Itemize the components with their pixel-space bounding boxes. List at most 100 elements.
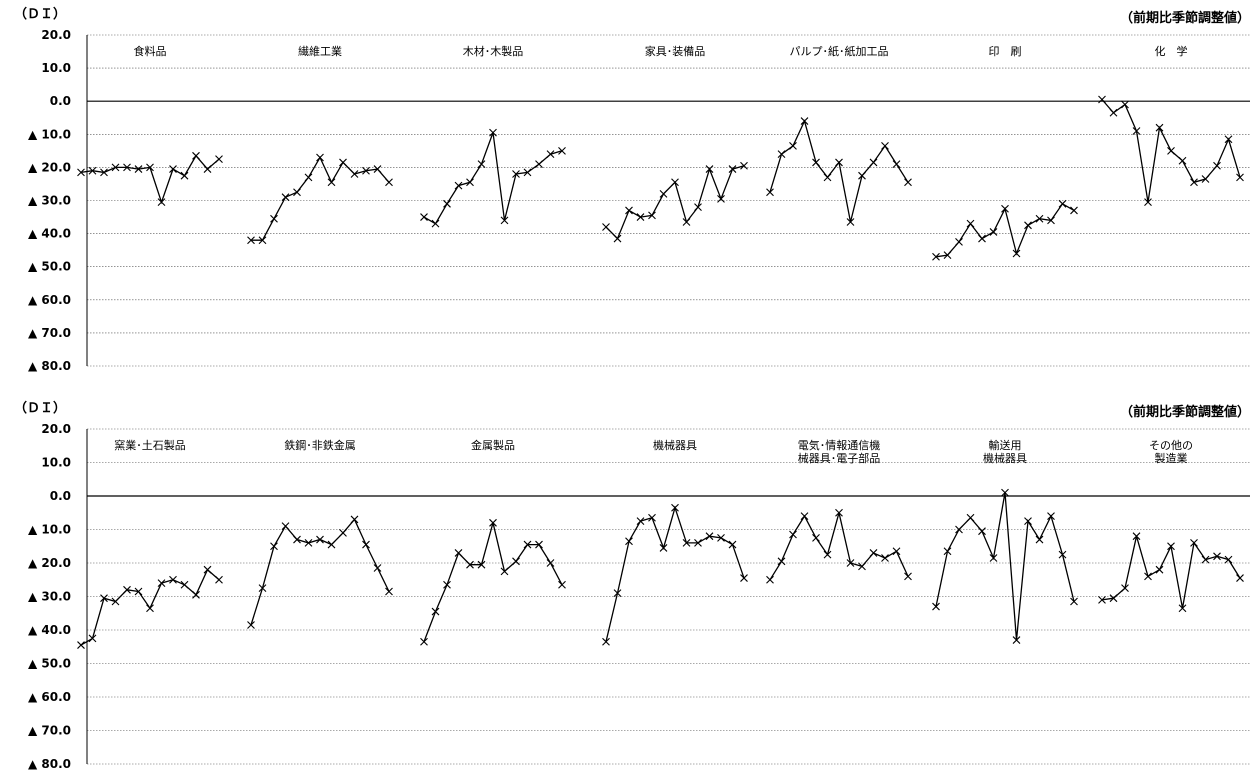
data-point-marker xyxy=(1190,178,1198,187)
data-point-marker xyxy=(823,550,832,559)
data-point-marker xyxy=(454,549,463,557)
y-tick-label: 0.0 xyxy=(50,94,71,108)
data-point-marker xyxy=(955,237,963,246)
data-point-marker xyxy=(134,587,143,596)
series-line xyxy=(80,568,220,646)
data-point-marker xyxy=(443,580,451,589)
data-point-marker xyxy=(648,211,656,220)
data-point-marker xyxy=(777,150,786,159)
data-point-marker xyxy=(362,540,370,549)
data-point-marker xyxy=(123,585,131,594)
series-group xyxy=(766,508,912,584)
data-point-marker xyxy=(1035,535,1044,544)
data-point-marker xyxy=(111,597,120,606)
data-point-marker xyxy=(535,160,543,168)
y-tick-label: ▲ 70.0 xyxy=(28,724,71,738)
series-label: 鉄鋼･非鉄金属 xyxy=(284,438,356,452)
data-point-marker xyxy=(800,117,809,125)
data-point-marker xyxy=(77,168,85,177)
data-point-marker xyxy=(123,163,131,172)
y-tick-label: ▲ 70.0 xyxy=(28,326,71,340)
lower-chart-note: （前期比季節調整値） xyxy=(1120,404,1250,420)
data-point-marker xyxy=(966,219,975,228)
data-point-marker xyxy=(100,168,108,177)
data-point-marker xyxy=(932,252,940,261)
data-point-marker xyxy=(636,517,645,526)
lower-chart-unit-label: （ＤＩ） xyxy=(14,400,66,416)
data-point-marker xyxy=(180,171,189,180)
upper-chart-note: （前期比季節調整値） xyxy=(1120,10,1250,26)
data-point-marker xyxy=(1201,555,1210,564)
data-point-marker xyxy=(350,170,359,178)
y-tick-label: 0.0 xyxy=(50,489,71,503)
data-point-marker xyxy=(304,539,313,547)
data-point-marker xyxy=(203,565,212,574)
y-tick-label: ▲ 20.0 xyxy=(28,160,71,174)
series-group xyxy=(932,199,1078,261)
data-point-marker xyxy=(978,527,986,536)
data-point-marker xyxy=(443,199,451,208)
data-point-marker xyxy=(500,216,509,225)
data-point-marker xyxy=(659,544,668,552)
upper-chart-unit-label: （ＤＩ） xyxy=(14,6,66,22)
data-point-marker xyxy=(1058,550,1067,559)
data-point-marker xyxy=(431,219,440,228)
data-point-marker xyxy=(989,554,998,562)
data-point-marker xyxy=(989,228,998,236)
data-point-marker xyxy=(869,158,878,167)
data-point-marker xyxy=(766,188,774,197)
data-point-marker xyxy=(766,575,774,584)
lower-chart-category-labels: 窯業･土石製品 鉄鋼･非鉄金属 金属製品 機械器具 電気･情報通信機械器具･電子部品 輸送… xyxy=(114,438,1193,465)
data-point-marker xyxy=(671,178,679,187)
data-point-marker xyxy=(477,560,486,569)
y-tick-label: 20.0 xyxy=(41,28,71,42)
data-point-marker xyxy=(904,572,912,581)
data-point-marker xyxy=(350,515,359,524)
data-point-marker xyxy=(247,236,255,245)
data-point-marker xyxy=(613,589,622,598)
data-point-marker xyxy=(823,173,832,182)
data-point-marker xyxy=(717,533,725,542)
data-point-marker xyxy=(846,559,855,567)
data-point-marker xyxy=(881,554,889,562)
data-point-marker xyxy=(293,535,301,544)
data-point-marker xyxy=(489,128,497,137)
data-point-marker xyxy=(789,530,797,539)
data-point-marker xyxy=(270,542,278,551)
series-line xyxy=(935,492,1075,641)
data-point-marker xyxy=(420,213,428,221)
data-point-marker xyxy=(373,564,382,572)
data-point-marker xyxy=(812,533,820,542)
data-point-marker xyxy=(304,173,313,182)
series-line xyxy=(423,132,563,225)
data-point-marker xyxy=(192,151,200,160)
data-point-marker xyxy=(978,234,986,243)
data-point-marker xyxy=(682,539,691,547)
series-group xyxy=(602,503,748,646)
data-point-marker xyxy=(869,549,878,557)
data-point-marker xyxy=(1070,206,1078,215)
series-line xyxy=(769,119,909,223)
series-label: 輸送用機械器具 xyxy=(983,438,1027,465)
data-point-marker xyxy=(466,178,474,187)
data-point-marker xyxy=(157,198,166,207)
data-point-marker xyxy=(477,160,486,168)
data-point-marker xyxy=(892,160,901,168)
data-point-marker xyxy=(258,236,267,245)
lower-chart-series xyxy=(77,488,1244,649)
series-label: 食料品 xyxy=(134,44,167,58)
data-point-marker xyxy=(281,193,290,202)
data-point-marker xyxy=(316,535,324,544)
data-point-marker xyxy=(489,518,497,527)
data-point-marker xyxy=(835,508,843,517)
upper-chart-category-labels: 食料品 繊維工業 木材･木製品 家具･装備品 パルプ･紙･紙加工品 印 刷 化 学 xyxy=(134,44,1188,58)
data-point-marker xyxy=(558,580,566,589)
data-point-marker xyxy=(648,513,656,522)
series-group xyxy=(77,151,223,207)
data-point-marker xyxy=(602,637,610,646)
series-group xyxy=(77,565,223,649)
data-point-marker xyxy=(1098,95,1106,104)
data-point-marker xyxy=(777,557,786,566)
data-point-marker xyxy=(728,540,737,549)
